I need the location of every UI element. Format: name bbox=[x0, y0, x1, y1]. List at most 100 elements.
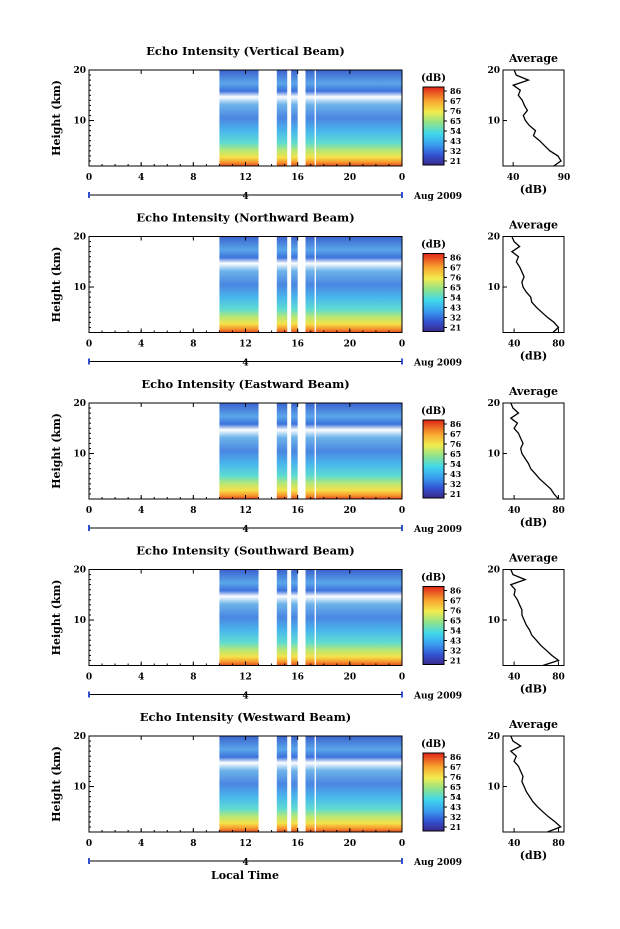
colorbar-tick-label: 76 bbox=[450, 606, 462, 616]
x-tick-label: 16 bbox=[291, 340, 304, 350]
average-y-tick-label: 10 bbox=[487, 783, 500, 793]
panel-title: Echo Intensity (Eastward Beam) bbox=[141, 377, 349, 391]
average-x-label: (dB) bbox=[520, 350, 547, 363]
x-tick-label: 0 bbox=[399, 340, 405, 350]
colorbar-tick-label: 86 bbox=[450, 752, 462, 762]
colorbar-tick-label: 76 bbox=[450, 439, 462, 449]
panel-title: Echo Intensity (Vertical Beam) bbox=[146, 44, 345, 58]
average-profile-line bbox=[510, 236, 560, 333]
x-tick-label: 0 bbox=[86, 506, 92, 516]
colorbar-tick-label: 43 bbox=[450, 802, 462, 812]
x-tick-label: 0 bbox=[399, 673, 405, 683]
y-tick-label: 20 bbox=[73, 233, 86, 243]
data-gap-0 bbox=[258, 402, 277, 500]
colorbar bbox=[422, 419, 445, 499]
y-tick-label: 10 bbox=[73, 450, 86, 460]
average-x-tick-label: 40 bbox=[508, 839, 521, 849]
data-gap-0 bbox=[258, 69, 277, 167]
colorbar-tick-label: 54 bbox=[450, 126, 462, 136]
colorbar-label: (dB) bbox=[421, 73, 446, 84]
x-tick-label: 4 bbox=[138, 839, 144, 849]
colorbar-tick-label: 76 bbox=[450, 273, 462, 283]
colorbar-label: (dB) bbox=[421, 739, 446, 750]
colorbar-label: (dB) bbox=[421, 573, 446, 584]
date-label: Aug 2009 bbox=[413, 525, 462, 535]
colorbar-tick-label: 21 bbox=[450, 489, 461, 499]
colorbar-tick-label: 86 bbox=[450, 419, 462, 429]
colorbar-label: (dB) bbox=[421, 240, 446, 251]
panel-3: Echo Intensity (Southward Beam) 0 4 8 12 16 20… bbox=[50, 544, 565, 702]
y-axis-label: Height (km) bbox=[50, 80, 63, 156]
average-frame bbox=[502, 569, 565, 666]
colorbar bbox=[422, 86, 445, 166]
average-x-label: (dB) bbox=[520, 183, 547, 196]
colorbar bbox=[422, 752, 445, 832]
colorbar-tick-label: 86 bbox=[450, 86, 462, 96]
average-x-label: (dB) bbox=[520, 516, 547, 529]
average-title: Average bbox=[508, 718, 558, 731]
average-y-tick-label: 10 bbox=[487, 616, 500, 626]
panel-title: Echo Intensity (Westward Beam) bbox=[140, 710, 351, 724]
panel-0: Echo Intensity (Vertical Beam) 0 4 8 12 16 20 0… bbox=[50, 44, 570, 202]
colorbar-tick-label: 76 bbox=[450, 772, 462, 782]
x-tick-label: 0 bbox=[399, 506, 405, 516]
x-tick-label: 12 bbox=[239, 506, 252, 516]
panel-title: Echo Intensity (Southward Beam) bbox=[136, 544, 354, 558]
average-title: Average bbox=[508, 52, 558, 65]
x-tick-label: 12 bbox=[239, 340, 252, 350]
average-x-tick-label: 80 bbox=[552, 673, 565, 683]
date-day: 4 bbox=[242, 359, 248, 369]
x-tick-label: 12 bbox=[239, 173, 252, 183]
average-x-tick-label: 80 bbox=[552, 839, 565, 849]
data-gap-2 bbox=[297, 568, 306, 667]
average-x-tick-label: 90 bbox=[558, 173, 571, 183]
colorbar-tick-label: 65 bbox=[450, 449, 461, 459]
colorbar-tick-label: 67 bbox=[450, 762, 461, 772]
colorbar-tick-label: 32 bbox=[450, 313, 461, 323]
colorbar-tick-label: 65 bbox=[450, 283, 461, 293]
panel-1: Echo Intensity (Northward Beam) 0 4 8 12 16 20… bbox=[50, 211, 565, 369]
y-axis-label: Height (km) bbox=[50, 247, 63, 323]
heatmap-field bbox=[219, 403, 402, 499]
y-axis-label: Height (km) bbox=[50, 580, 63, 656]
x-tick-label: 20 bbox=[344, 173, 357, 183]
x-tick-label: 12 bbox=[239, 839, 252, 849]
average-frame bbox=[502, 236, 565, 333]
colorbar-tick-label: 43 bbox=[450, 636, 462, 646]
x-tick-label: 0 bbox=[86, 839, 92, 849]
data-gap-3 bbox=[314, 568, 316, 667]
colorbar-tick-label: 54 bbox=[450, 792, 462, 802]
data-gap-1 bbox=[287, 69, 292, 167]
data-gap-3 bbox=[314, 402, 316, 500]
x-tick-label: 16 bbox=[291, 506, 304, 516]
y-tick-label: 10 bbox=[73, 783, 86, 793]
average-y-tick-label: 10 bbox=[487, 117, 500, 127]
x-axis-label: Local Time bbox=[211, 869, 279, 882]
y-tick-label: 20 bbox=[73, 66, 86, 76]
average-x-label: (dB) bbox=[520, 683, 547, 696]
x-tick-label: 12 bbox=[239, 673, 252, 683]
heatmap-field bbox=[219, 70, 402, 166]
y-tick-label: 20 bbox=[73, 566, 86, 576]
colorbar-tick-label: 67 bbox=[450, 263, 461, 273]
x-tick-label: 16 bbox=[291, 173, 304, 183]
heatmap-field bbox=[219, 569, 402, 666]
date-label: Aug 2009 bbox=[413, 192, 462, 202]
date-day: 4 bbox=[242, 192, 248, 202]
data-gap-3 bbox=[314, 69, 316, 167]
x-tick-label: 16 bbox=[291, 839, 304, 849]
average-x-tick-label: 40 bbox=[508, 506, 521, 516]
x-tick-label: 16 bbox=[291, 673, 304, 683]
average-y-tick-label: 20 bbox=[487, 732, 500, 742]
x-tick-label: 0 bbox=[86, 173, 92, 183]
average-y-tick-label: 20 bbox=[487, 66, 500, 76]
data-gap-1 bbox=[287, 568, 292, 667]
colorbar-tick-label: 67 bbox=[450, 596, 461, 606]
date-label: Aug 2009 bbox=[413, 858, 462, 868]
average-x-tick-label: 40 bbox=[507, 173, 520, 183]
x-tick-label: 8 bbox=[190, 673, 196, 683]
data-gap-0 bbox=[258, 235, 277, 334]
colorbar-tick-label: 67 bbox=[450, 429, 461, 439]
heatmap-field bbox=[219, 736, 402, 832]
colorbar-tick-label: 43 bbox=[450, 303, 462, 313]
